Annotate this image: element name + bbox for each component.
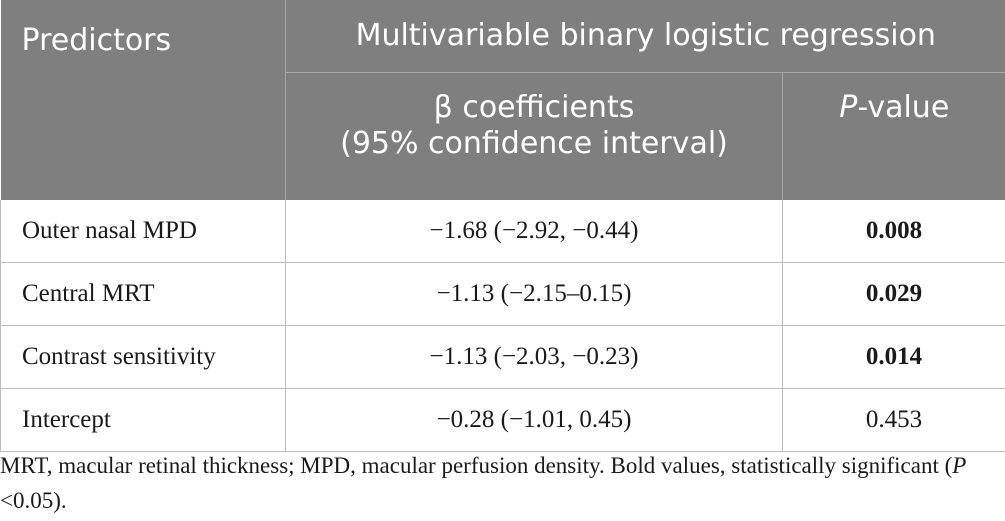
cell-predictor: Intercept xyxy=(0,388,286,452)
cell-beta: −1.68 (−2.92, −0.44) xyxy=(285,200,783,263)
cell-p-value: 0.014 xyxy=(782,325,1005,389)
cell-predictor: Contrast sensitivity xyxy=(0,325,286,389)
cell-p-value: 0.008 xyxy=(782,200,1005,263)
cell-p-value: 0.453 xyxy=(782,388,1005,452)
cell-p-value: 0.029 xyxy=(782,262,1005,326)
table-row: Intercept −0.28 (−1.01, 0.45) 0.453 xyxy=(0,388,1005,452)
footnote-text-2: <0.05). xyxy=(0,488,67,513)
header-beta: β coefficients (95% confidence interval) xyxy=(285,72,783,200)
header-row-2: β coefficients (95% confidence interval) … xyxy=(1,72,1005,200)
cell-beta: −1.13 (−2.03, −0.23) xyxy=(285,325,783,389)
header-beta-line2: (95% confidence interval) xyxy=(340,126,728,161)
header-group-title: Multivariable binary logistic regression xyxy=(285,0,1005,73)
cell-predictor: Outer nasal MPD xyxy=(0,200,286,263)
header-p-italic: P xyxy=(839,90,858,125)
results-table-container: Predictors Multivariable binary logistic… xyxy=(0,0,1005,452)
header-beta-line1: β coefficients xyxy=(433,90,635,125)
cell-beta: −1.13 (−2.15–0.15) xyxy=(285,262,783,326)
table-row: Outer nasal MPD −1.68 (−2.92, −0.44) 0.0… xyxy=(0,200,1005,263)
cell-predictor: Central MRT xyxy=(0,262,286,326)
table-footnote: MRT, macular retinal thickness; MPD, mac… xyxy=(0,448,990,518)
header-p-value: P-value xyxy=(782,72,1005,200)
header-p-rest: -value xyxy=(857,90,950,125)
footnote-p-italic: P xyxy=(952,453,967,478)
table-row: Central MRT −1.13 (−2.15–0.15) 0.029 xyxy=(0,262,1005,326)
cell-beta: −0.28 (−1.01, 0.45) xyxy=(285,388,783,452)
footnote-text-1: MRT, macular retinal thickness; MPD, mac… xyxy=(0,453,953,478)
regression-table: Predictors Multivariable binary logistic… xyxy=(0,0,1005,452)
header-predictors: Predictors xyxy=(0,0,286,200)
table-row: Contrast sensitivity −1.13 (−2.03, −0.23… xyxy=(0,325,1005,389)
header-row-1: Predictors Multivariable binary logistic… xyxy=(0,0,1005,200)
